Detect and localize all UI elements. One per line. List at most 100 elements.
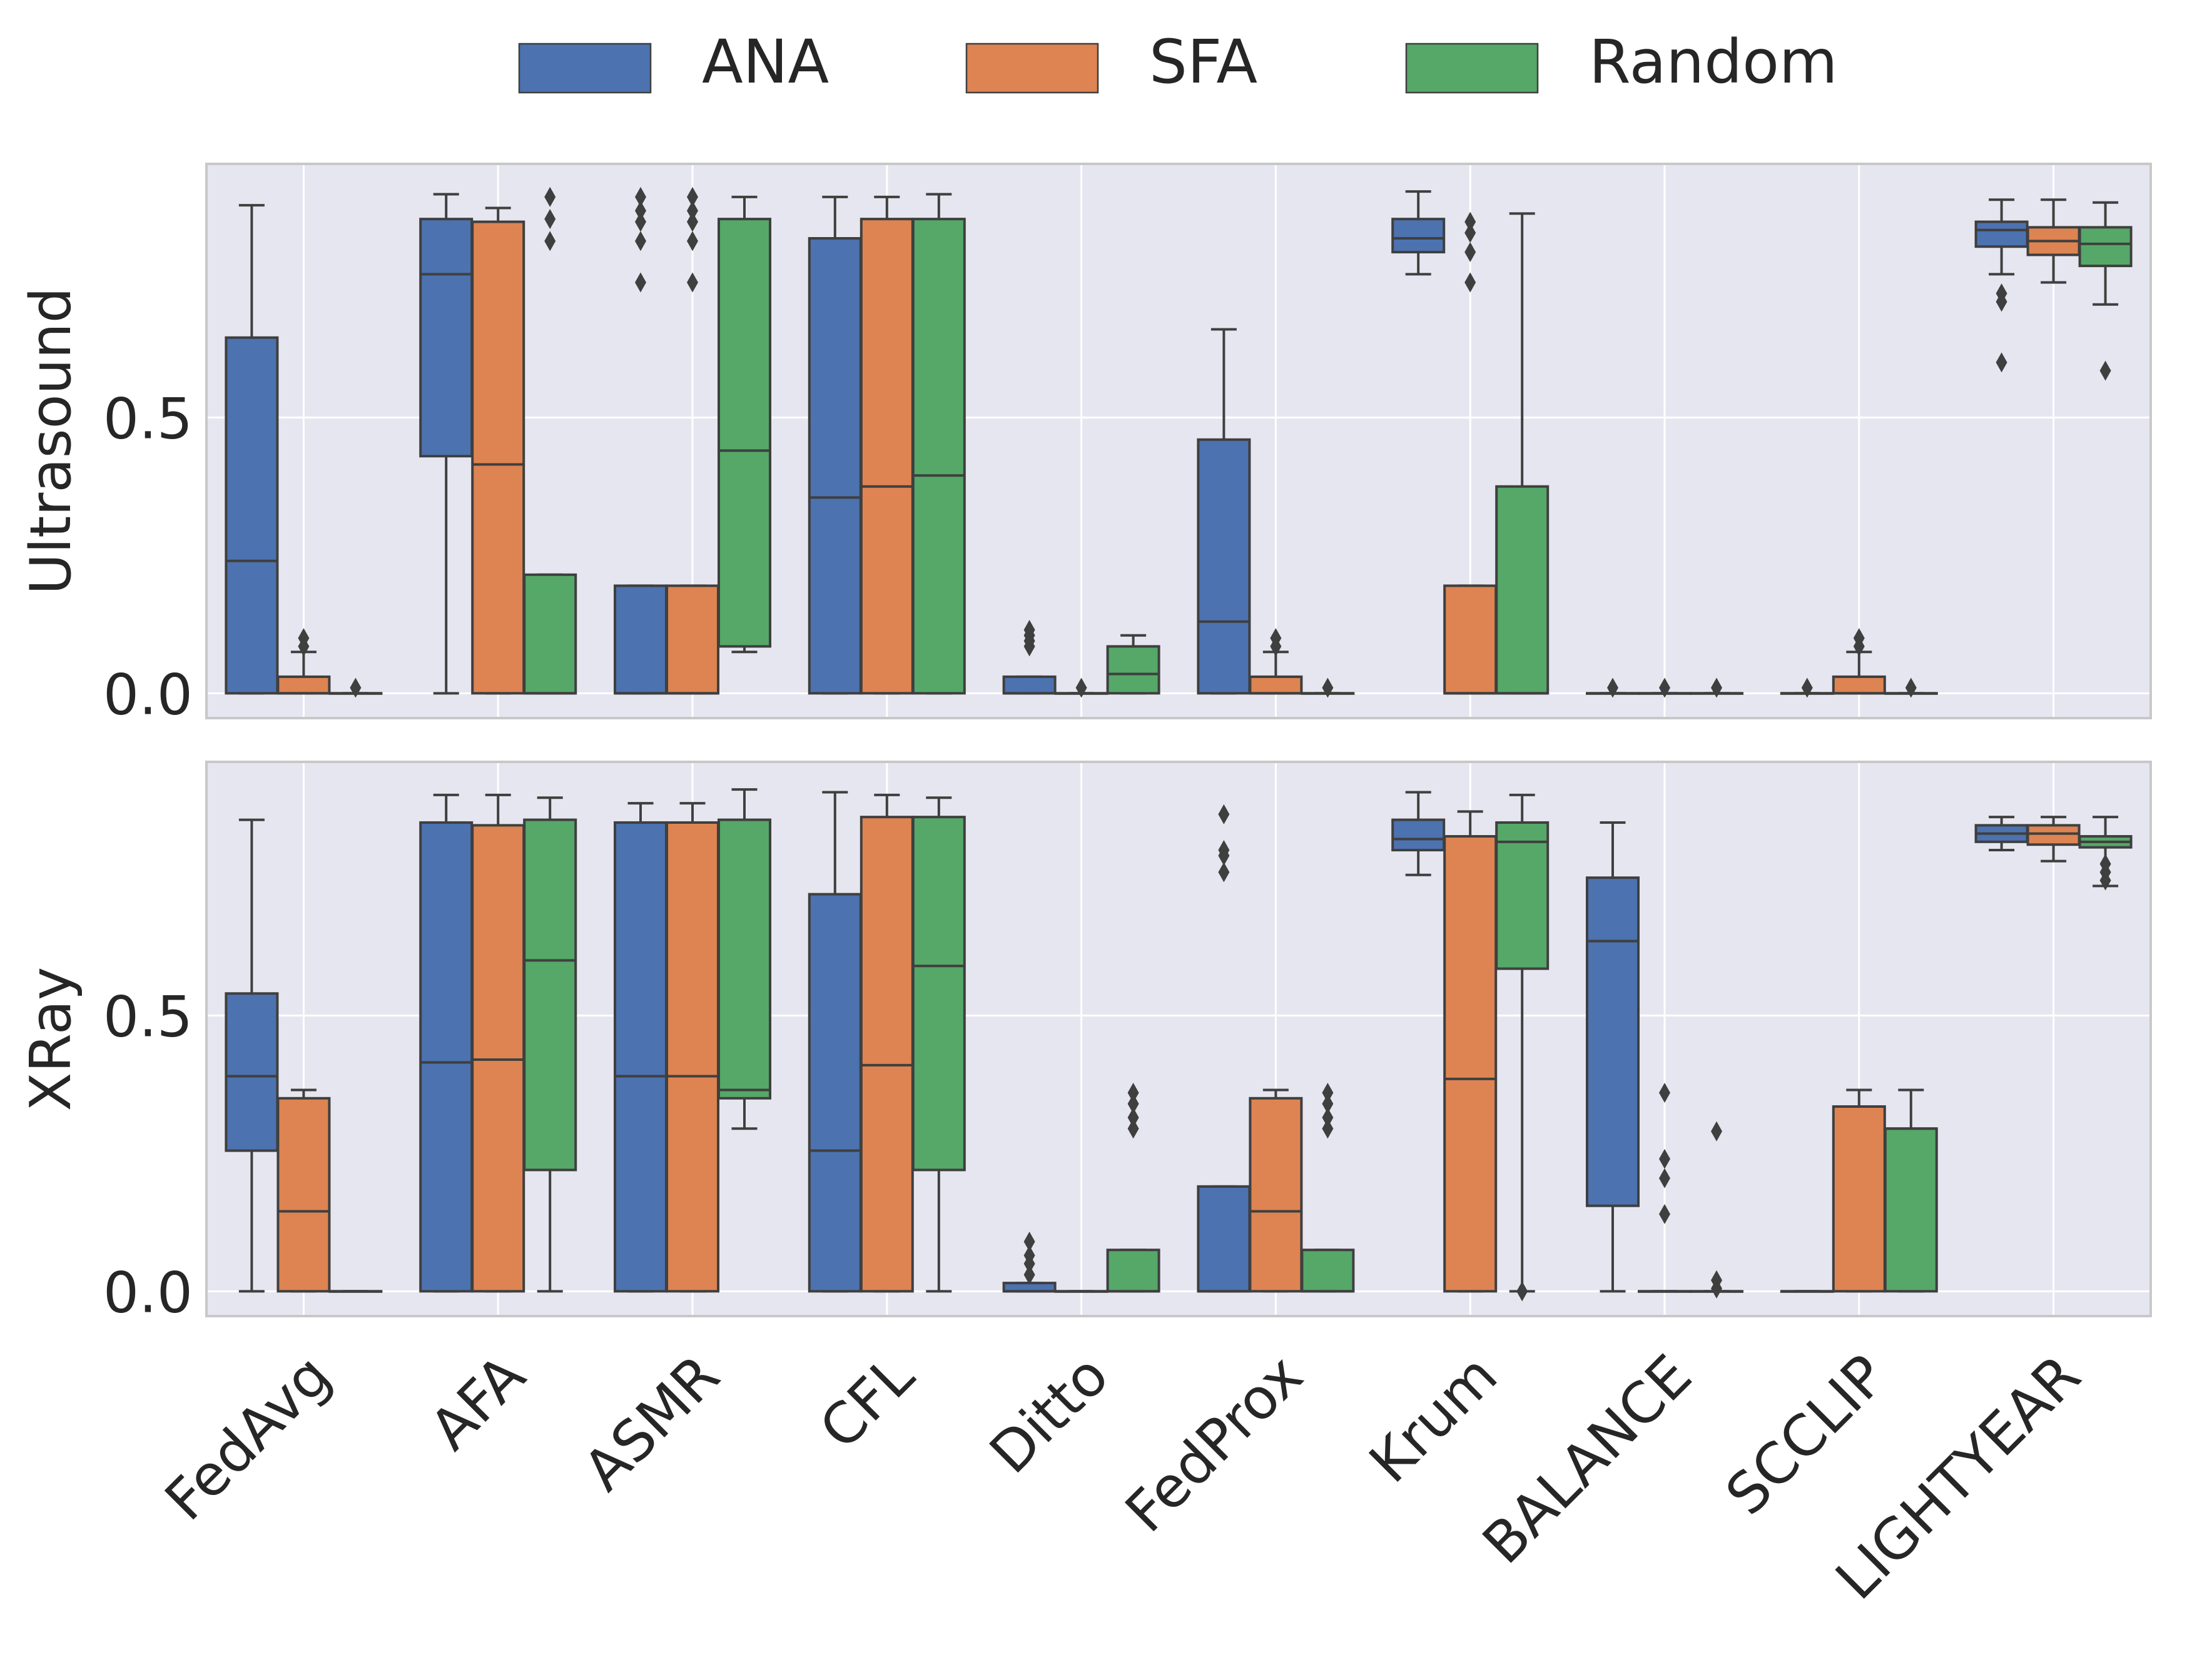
outlier-point [1322, 1093, 1334, 1114]
box-ultrasound-fedprox-random [1301, 677, 1355, 698]
box-ultrasound-balance-sfa [1638, 677, 1692, 698]
outlier-point [1218, 840, 1230, 861]
box-body [419, 218, 474, 458]
legend-label-sfa: SFA [1149, 27, 1257, 97]
outlier-point [635, 272, 646, 293]
outlier-point [635, 200, 646, 221]
outlier-point [1659, 677, 1670, 698]
x-tick-label-ditto: Ditto [977, 1342, 1121, 1486]
box-ultrasound-cfl-random [911, 193, 966, 695]
y-tick-label-xray: 0.0 [103, 1260, 193, 1325]
legend-swatch-random [1405, 43, 1539, 94]
box-xray-balance-sfa [1638, 1082, 1692, 1293]
box-body [614, 584, 667, 695]
box-body [1106, 1249, 1160, 1293]
box-body [614, 821, 667, 1293]
box-ultrasound-krum-sfa [1443, 211, 1498, 695]
box-xray-scclip-random [1884, 1088, 1938, 1293]
box-xray-fedprox-sfa [1249, 1088, 1303, 1293]
box-xray-lightyear-ana [1974, 816, 2029, 852]
outlier-point [1659, 1168, 1670, 1188]
box-ultrasound-asmr-random [718, 195, 771, 654]
box-body [1249, 1097, 1303, 1293]
outlier-point [1464, 211, 1476, 232]
box-ultrasound-fedprox-sfa [1249, 628, 1303, 695]
outlier-point [1905, 677, 1917, 698]
box-body [2026, 824, 2081, 846]
box-xray-fedavg-random [328, 1290, 383, 1293]
y-axis-label-xray: XRay [18, 967, 84, 1112]
box-ultrasound-krum-random [1495, 212, 1550, 695]
outlier-point [298, 628, 310, 649]
box-body [1197, 438, 1251, 695]
legend: ANA SFA Random [518, 27, 1837, 97]
box-body [471, 824, 525, 1293]
outlier-point [1711, 1121, 1722, 1142]
box-body [911, 218, 966, 695]
box-body [1495, 485, 1550, 695]
outlier-point [1322, 677, 1334, 698]
box-ultrasound-balance-random [1690, 677, 1743, 698]
outlier-point [687, 211, 698, 232]
panel-ultrasound: 0.0 0.5 Ultrasound [18, 163, 2152, 727]
box-ultrasound-fedavg-random [328, 677, 383, 698]
box-ultrasound-ditto-ana [1002, 619, 1057, 695]
box-ultrasound-scclip-ana [1780, 677, 1834, 698]
box-body [860, 816, 914, 1293]
box-body [718, 818, 771, 1100]
box-xray-ditto-ana [1002, 1231, 1057, 1293]
box-body [1974, 220, 2029, 248]
panel-xray: 0.0 0.5 XRay [18, 761, 2152, 1325]
outlier-point [1023, 1231, 1035, 1252]
box-body [1197, 1185, 1251, 1293]
outlier-point [1218, 862, 1230, 883]
box-body [419, 821, 474, 1293]
outlier-point [1127, 1118, 1139, 1139]
box-xray-fedprox-random [1301, 1082, 1355, 1293]
box-body [523, 818, 577, 1172]
box-ultrasound-fedavg-ana [225, 204, 279, 695]
legend-label-ana: ANA [702, 27, 829, 97]
box-xray-balance-random [1690, 1121, 1743, 1299]
outlier-point [1322, 1107, 1334, 1128]
box-xray-afa-random [523, 796, 577, 1293]
outlier-point [1464, 223, 1476, 243]
box-xray-asmr-ana [614, 802, 667, 1293]
outlier-point [1023, 619, 1035, 640]
box-ultrasound-krum-ana [1391, 190, 1446, 276]
box-xray-krum-random [1495, 793, 1550, 1302]
outlier-point [1607, 677, 1618, 698]
box-body [666, 821, 719, 1293]
box-xray-ditto-random [1106, 1082, 1160, 1293]
box-body [276, 1097, 331, 1293]
box-body [1443, 835, 1498, 1293]
outlier-point [1996, 283, 2007, 304]
x-tick-label-scclip: SCCLIP [1713, 1342, 1899, 1528]
outlier-point [1853, 628, 1865, 649]
box-ultrasound-scclip-random [1884, 677, 1938, 698]
outlier-point [1659, 1082, 1670, 1103]
outlier-point [1127, 1093, 1139, 1114]
box-body [1391, 818, 1446, 852]
outlier-point [1218, 804, 1230, 824]
box-xray-scclip-sfa [1832, 1088, 1886, 1293]
outlier-point [350, 677, 362, 698]
outlier-point [687, 200, 698, 221]
outlier-point [1659, 1148, 1670, 1169]
y-tick-label-ultrasound: 0.0 [103, 662, 193, 727]
x-tick-label-asmr: ASMR [571, 1342, 732, 1503]
box-body [666, 584, 719, 695]
box-xray-asmr-sfa [666, 802, 719, 1293]
outlier-point [687, 186, 698, 207]
box-body [1443, 584, 1498, 695]
outlier-point [1711, 677, 1722, 698]
box-ultrasound-fedavg-sfa [276, 628, 331, 695]
y-tick-label-ultrasound: 0.5 [103, 387, 193, 452]
y-axis-label-ultrasound: Ultrasound [18, 287, 84, 594]
box-body [225, 336, 279, 695]
box-ultrasound-asmr-ana [614, 186, 667, 695]
box-xray-cfl-random [911, 796, 966, 1293]
box-body [1586, 876, 1640, 1207]
box-body [471, 220, 525, 695]
